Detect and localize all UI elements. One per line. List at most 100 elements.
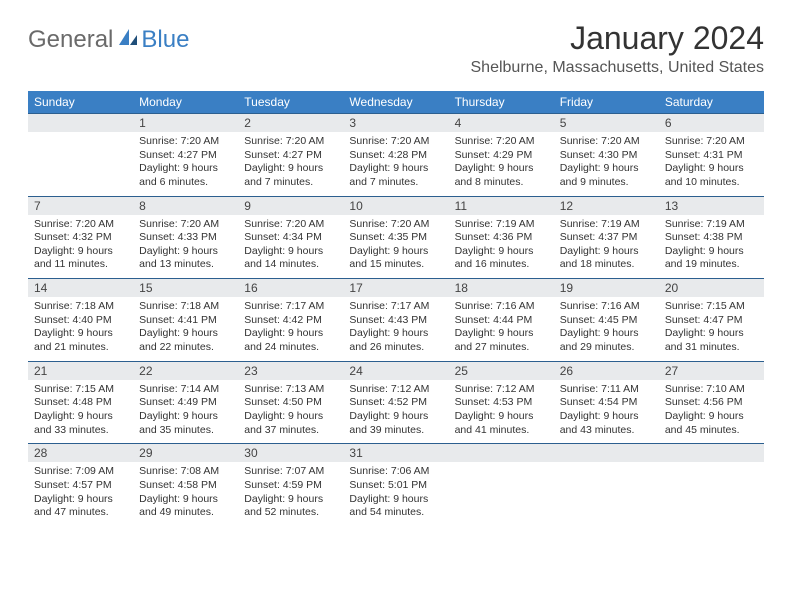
day-cell: Sunrise: 7:18 AMSunset: 4:40 PMDaylight:… bbox=[28, 297, 133, 361]
weekday-header: Friday bbox=[554, 91, 659, 114]
sunrise-text: Sunrise: 7:16 AM bbox=[455, 300, 548, 314]
daylight-text-1: Daylight: 9 hours bbox=[349, 327, 442, 341]
sunrise-text: Sunrise: 7:17 AM bbox=[244, 300, 337, 314]
sunset-text: Sunset: 4:53 PM bbox=[455, 396, 548, 410]
day-content-row: Sunrise: 7:09 AMSunset: 4:57 PMDaylight:… bbox=[28, 462, 764, 526]
daylight-text-2: and 7 minutes. bbox=[244, 176, 337, 190]
day-cell: Sunrise: 7:20 AMSunset: 4:35 PMDaylight:… bbox=[343, 215, 448, 279]
daylight-text-2: and 24 minutes. bbox=[244, 341, 337, 355]
daylight-text-2: and 29 minutes. bbox=[560, 341, 653, 355]
day-number: 31 bbox=[343, 444, 448, 463]
daylight-text-1: Daylight: 9 hours bbox=[34, 245, 127, 259]
day-number bbox=[28, 114, 133, 133]
sunrise-text: Sunrise: 7:20 AM bbox=[244, 135, 337, 149]
daylight-text-1: Daylight: 9 hours bbox=[560, 162, 653, 176]
daylight-text-1: Daylight: 9 hours bbox=[139, 327, 232, 341]
day-number: 26 bbox=[554, 361, 659, 380]
weekday-header: Tuesday bbox=[238, 91, 343, 114]
logo-sail-icon bbox=[117, 27, 139, 54]
sunset-text: Sunset: 4:27 PM bbox=[244, 149, 337, 163]
sunrise-text: Sunrise: 7:20 AM bbox=[139, 218, 232, 232]
daylight-text-1: Daylight: 9 hours bbox=[665, 162, 758, 176]
daylight-text-1: Daylight: 9 hours bbox=[34, 493, 127, 507]
day-number: 10 bbox=[343, 196, 448, 215]
sunrise-text: Sunrise: 7:08 AM bbox=[139, 465, 232, 479]
day-cell: Sunrise: 7:13 AMSunset: 4:50 PMDaylight:… bbox=[238, 380, 343, 444]
sunset-text: Sunset: 4:37 PM bbox=[560, 231, 653, 245]
day-number: 12 bbox=[554, 196, 659, 215]
sunrise-text: Sunrise: 7:20 AM bbox=[455, 135, 548, 149]
daylight-text-1: Daylight: 9 hours bbox=[455, 162, 548, 176]
sunrise-text: Sunrise: 7:09 AM bbox=[34, 465, 127, 479]
day-cell: Sunrise: 7:20 AMSunset: 4:30 PMDaylight:… bbox=[554, 132, 659, 196]
sunset-text: Sunset: 4:35 PM bbox=[349, 231, 442, 245]
day-content-row: Sunrise: 7:18 AMSunset: 4:40 PMDaylight:… bbox=[28, 297, 764, 361]
calendar-page: General Blue January 2024 Shelburne, Mas… bbox=[0, 0, 792, 546]
day-number: 8 bbox=[133, 196, 238, 215]
day-cell: Sunrise: 7:20 AMSunset: 4:28 PMDaylight:… bbox=[343, 132, 448, 196]
title-block: January 2024 Shelburne, Massachusetts, U… bbox=[471, 20, 765, 77]
daylight-text-1: Daylight: 9 hours bbox=[244, 493, 337, 507]
sunrise-text: Sunrise: 7:20 AM bbox=[34, 218, 127, 232]
daylight-text-1: Daylight: 9 hours bbox=[139, 245, 232, 259]
day-cell: Sunrise: 7:07 AMSunset: 4:59 PMDaylight:… bbox=[238, 462, 343, 526]
day-cell bbox=[449, 462, 554, 526]
daylight-text-1: Daylight: 9 hours bbox=[349, 245, 442, 259]
daylight-text-1: Daylight: 9 hours bbox=[349, 410, 442, 424]
day-cell: Sunrise: 7:20 AMSunset: 4:31 PMDaylight:… bbox=[659, 132, 764, 196]
day-number: 7 bbox=[28, 196, 133, 215]
daylight-text-1: Daylight: 9 hours bbox=[349, 162, 442, 176]
daylight-text-2: and 19 minutes. bbox=[665, 258, 758, 272]
day-cell bbox=[28, 132, 133, 196]
day-number: 1 bbox=[133, 114, 238, 133]
day-number: 14 bbox=[28, 279, 133, 298]
day-number bbox=[659, 444, 764, 463]
day-cell: Sunrise: 7:19 AMSunset: 4:38 PMDaylight:… bbox=[659, 215, 764, 279]
sunset-text: Sunset: 4:52 PM bbox=[349, 396, 442, 410]
logo: General Blue bbox=[28, 26, 189, 54]
daylight-text-2: and 39 minutes. bbox=[349, 424, 442, 438]
sunrise-text: Sunrise: 7:06 AM bbox=[349, 465, 442, 479]
daylight-text-2: and 15 minutes. bbox=[349, 258, 442, 272]
day-cell: Sunrise: 7:08 AMSunset: 4:58 PMDaylight:… bbox=[133, 462, 238, 526]
sunset-text: Sunset: 4:33 PM bbox=[139, 231, 232, 245]
day-number: 2 bbox=[238, 114, 343, 133]
day-number: 5 bbox=[554, 114, 659, 133]
day-number: 25 bbox=[449, 361, 554, 380]
daylight-text-1: Daylight: 9 hours bbox=[560, 245, 653, 259]
sunrise-text: Sunrise: 7:16 AM bbox=[560, 300, 653, 314]
sunrise-text: Sunrise: 7:18 AM bbox=[139, 300, 232, 314]
logo-text-blue: Blue bbox=[141, 26, 189, 54]
daylight-text-2: and 21 minutes. bbox=[34, 341, 127, 355]
day-cell: Sunrise: 7:18 AMSunset: 4:41 PMDaylight:… bbox=[133, 297, 238, 361]
sunset-text: Sunset: 4:59 PM bbox=[244, 479, 337, 493]
sunset-text: Sunset: 4:36 PM bbox=[455, 231, 548, 245]
weekday-header: Monday bbox=[133, 91, 238, 114]
sunrise-text: Sunrise: 7:20 AM bbox=[349, 218, 442, 232]
daylight-text-2: and 31 minutes. bbox=[665, 341, 758, 355]
day-number: 23 bbox=[238, 361, 343, 380]
daylight-text-2: and 49 minutes. bbox=[139, 506, 232, 520]
day-cell: Sunrise: 7:20 AMSunset: 4:32 PMDaylight:… bbox=[28, 215, 133, 279]
sunrise-text: Sunrise: 7:11 AM bbox=[560, 383, 653, 397]
daylight-text-1: Daylight: 9 hours bbox=[455, 327, 548, 341]
day-number: 22 bbox=[133, 361, 238, 380]
weekday-header: Thursday bbox=[449, 91, 554, 114]
day-cell: Sunrise: 7:15 AMSunset: 4:47 PMDaylight:… bbox=[659, 297, 764, 361]
sunset-text: Sunset: 4:47 PM bbox=[665, 314, 758, 328]
day-number: 4 bbox=[449, 114, 554, 133]
day-content-row: Sunrise: 7:20 AMSunset: 4:32 PMDaylight:… bbox=[28, 215, 764, 279]
daylight-text-1: Daylight: 9 hours bbox=[665, 410, 758, 424]
sunrise-text: Sunrise: 7:15 AM bbox=[665, 300, 758, 314]
daylight-text-1: Daylight: 9 hours bbox=[455, 410, 548, 424]
daylight-text-2: and 47 minutes. bbox=[34, 506, 127, 520]
day-number-row: 123456 bbox=[28, 114, 764, 133]
day-cell: Sunrise: 7:15 AMSunset: 4:48 PMDaylight:… bbox=[28, 380, 133, 444]
daylight-text-2: and 37 minutes. bbox=[244, 424, 337, 438]
day-number-row: 21222324252627 bbox=[28, 361, 764, 380]
daylight-text-2: and 14 minutes. bbox=[244, 258, 337, 272]
daylight-text-2: and 11 minutes. bbox=[34, 258, 127, 272]
sunrise-text: Sunrise: 7:20 AM bbox=[665, 135, 758, 149]
day-number bbox=[554, 444, 659, 463]
day-number-row: 78910111213 bbox=[28, 196, 764, 215]
